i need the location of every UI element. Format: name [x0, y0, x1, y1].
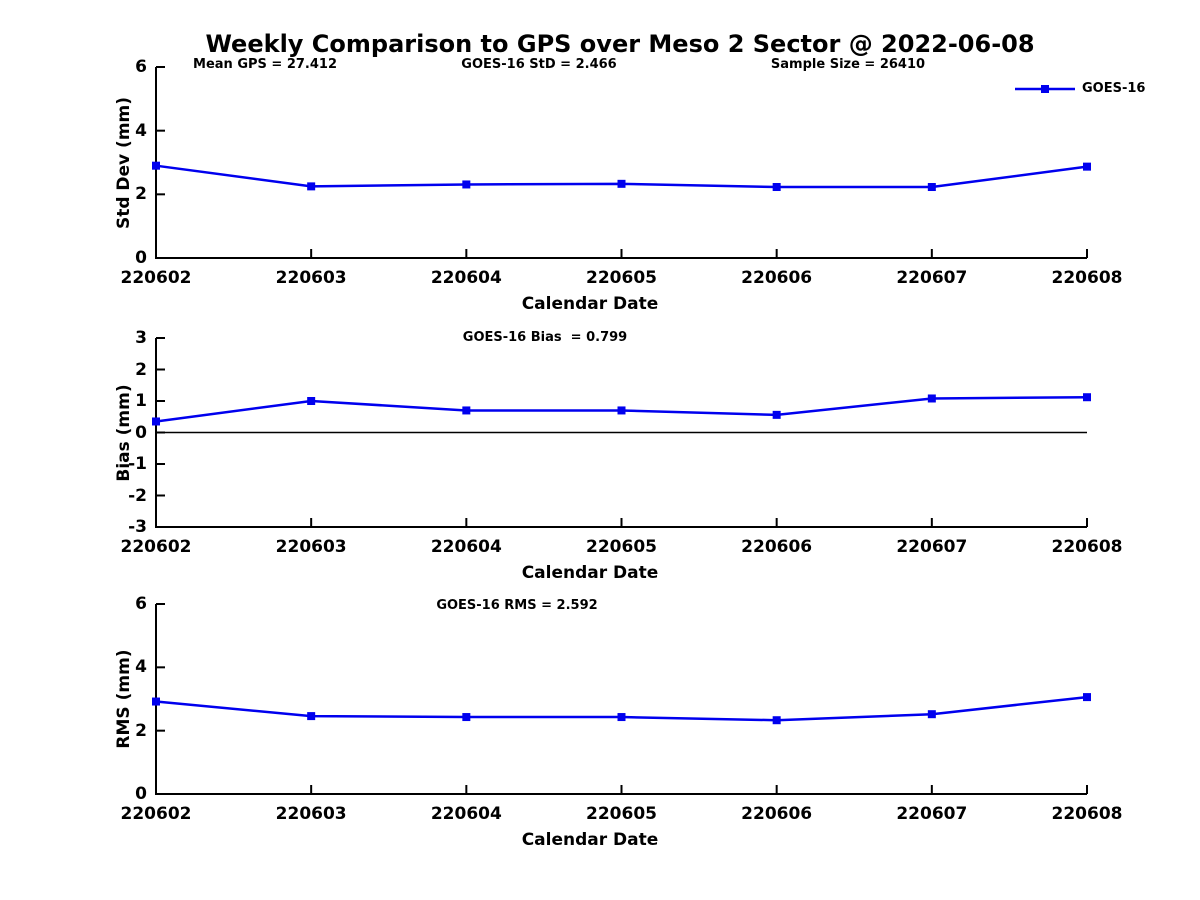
series-marker [617, 406, 626, 415]
series-marker [152, 417, 160, 426]
x-tick-label: 220602 [120, 537, 192, 557]
x-tick-label: 220608 [1051, 537, 1123, 557]
y-tick-label: 1 [135, 391, 147, 411]
x-axis-label: Calendar Date [521, 830, 659, 850]
series-marker [772, 716, 781, 725]
series-marker [617, 179, 626, 188]
legend-line-marker-icon [1015, 84, 1075, 93]
y-tick-label: 4 [135, 657, 147, 678]
x-tick-label: 220606 [741, 537, 813, 557]
x-axis-label: Calendar Date [521, 563, 659, 583]
x-tick-label: 220605 [586, 268, 657, 288]
series-marker [927, 183, 936, 192]
x-axis-label: Calendar Date [521, 294, 659, 314]
x-tick-label: 220607 [896, 537, 968, 557]
x-tick-label: 220603 [275, 804, 347, 824]
axis-spines [155, 604, 1087, 795]
y-tick-label: 0 [135, 784, 147, 804]
series-marker [1083, 393, 1091, 402]
annotation: GOES-16 StD = 2.466 [461, 57, 617, 72]
series-marker [1083, 693, 1091, 702]
x-tick-label: 220603 [275, 268, 347, 288]
y-tick-label: -2 [128, 485, 147, 506]
annotation: Mean GPS = 27.412 [193, 57, 337, 72]
series-marker [462, 180, 471, 189]
series-marker [927, 710, 936, 719]
x-tick-label: 220604 [430, 268, 502, 288]
series-marker [772, 410, 781, 419]
y-axis-label: RMS (mm) [114, 649, 134, 749]
x-tick-label: 220605 [586, 804, 657, 824]
annotation: Sample Size = 26410 [770, 57, 926, 72]
x-tick-label: 220602 [120, 268, 192, 288]
series-marker [617, 713, 626, 722]
series-marker [772, 183, 781, 192]
y-tick-label: -3 [128, 517, 147, 537]
x-tick-label: 220604 [430, 537, 502, 557]
y-tick-label: -1 [128, 454, 147, 474]
x-tick-label: 220606 [741, 804, 813, 824]
series-marker [1083, 162, 1091, 171]
series-marker [152, 697, 160, 706]
annotation: GOES-16 Bias = 0.799 [462, 330, 628, 345]
annotation: GOES-16 RMS = 2.592 [436, 598, 598, 613]
x-tick-label: 220602 [120, 804, 192, 824]
series-marker [927, 394, 936, 403]
y-tick-label: 0 [135, 248, 147, 268]
legend-label: GOES-16 [1082, 81, 1146, 96]
y-tick-label: 6 [135, 57, 147, 77]
series-marker [462, 713, 471, 722]
y-axis-label: Bias (mm) [114, 383, 134, 482]
y-axis-label: Std Dev (mm) [114, 96, 134, 229]
series-marker [307, 397, 316, 405]
x-tick-label: 220607 [896, 268, 968, 288]
x-tick-label: 220603 [275, 537, 347, 557]
series-marker [152, 161, 160, 170]
x-tick-label: 220607 [896, 804, 968, 824]
y-tick-label: 2 [135, 359, 147, 380]
series-marker [307, 182, 316, 191]
x-tick-label: 220608 [1051, 804, 1123, 824]
y-tick-label: 6 [135, 594, 147, 614]
figure-title: Weekly Comparison to GPS over Meso 2 Sec… [205, 30, 1035, 58]
x-tick-label: 220605 [586, 537, 657, 557]
x-tick-label: 220608 [1051, 268, 1123, 288]
y-tick-label: 2 [135, 720, 147, 741]
axis-spines [155, 67, 1087, 259]
legend: GOES-16 [1014, 81, 1145, 96]
x-tick-label: 220606 [741, 268, 813, 288]
series-marker [462, 406, 471, 415]
series-marker [307, 712, 316, 721]
y-tick-label: 0 [135, 422, 147, 443]
y-tick-label: 4 [135, 120, 147, 141]
x-tick-label: 220604 [430, 804, 502, 824]
y-tick-label: 2 [135, 184, 147, 205]
y-tick-label: 3 [135, 328, 147, 348]
